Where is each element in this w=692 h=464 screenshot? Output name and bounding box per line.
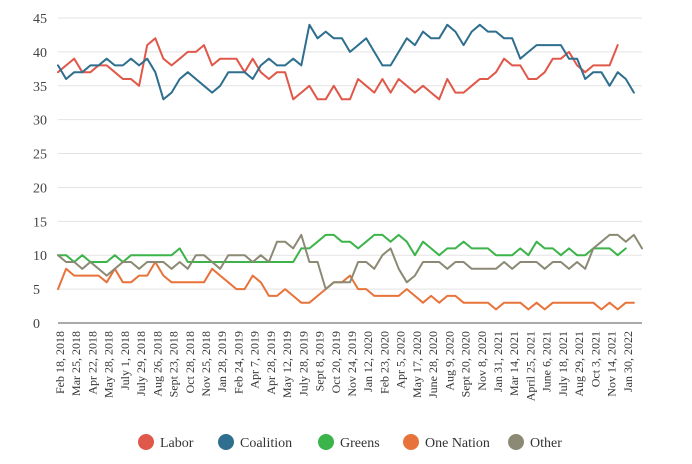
series-lines <box>57 23 643 311</box>
x-tick-label: Nov 24, 2019 <box>345 331 359 397</box>
series-line-labor <box>57 37 619 101</box>
y-tick-label: 40 <box>33 46 47 61</box>
legend-label: Other <box>530 436 562 451</box>
legend-swatch <box>403 434 419 450</box>
x-tick-label: Jan 28, 2019 <box>215 331 229 392</box>
y-tick-label: 5 <box>33 283 40 298</box>
x-tick-label: Feb 18, 2018 <box>53 331 67 394</box>
x-tick-label: July 18, 2021 <box>556 331 570 396</box>
x-tick-label: Nov 14, 2021 <box>605 331 619 397</box>
x-tick-label: Nov 25, 2018 <box>199 331 213 397</box>
legend-label: Labor <box>160 436 194 451</box>
y-axis-ticks: 0 5 10 15 20 25 30 35 40 45 <box>33 12 47 332</box>
x-tick-label: July 29, 2018 <box>134 331 148 396</box>
legend-swatch <box>318 434 334 450</box>
legend: Labor Coalition Greens One Nation Other <box>138 434 562 451</box>
legend-label: Coalition <box>240 436 292 451</box>
x-tick-label: May 28, 2018 <box>102 331 116 398</box>
x-tick-label: June 6, 2021 <box>540 331 554 392</box>
x-tick-label: Aug 29, 2021 <box>572 331 586 397</box>
x-tick-label: June 28, 2020 <box>426 331 440 398</box>
x-tick-label: Jan 31, 2021 <box>491 331 505 392</box>
x-tick-label: May 12, 2019 <box>280 331 294 398</box>
y-tick-label: 30 <box>33 114 47 129</box>
x-tick-label: Nov 8, 2020 <box>475 331 489 391</box>
y-tick-label: 45 <box>33 12 47 27</box>
legend-label: Greens <box>340 436 380 451</box>
series-line-coalition <box>57 23 635 101</box>
x-tick-label: Apr 22, 2018 <box>85 331 99 395</box>
x-tick-label: Oct 20, 2019 <box>329 331 343 393</box>
x-axis-ticks: Feb 18, 2018 Mar 25, 2018 Apr 22, 2018 May … <box>53 331 635 401</box>
x-tick-label: Sept 20, 2020 <box>459 331 473 397</box>
x-tick-label: Jan 30, 2022 <box>621 331 635 392</box>
x-tick-label: Apr 7, 2019 <box>248 331 262 389</box>
y-tick-label: 25 <box>33 148 47 163</box>
series-line-greens <box>57 233 627 263</box>
y-tick-label: 0 <box>33 317 40 332</box>
x-tick-label: Oct 28, 2018 <box>183 331 197 393</box>
x-tick-label: Mar 14, 2021 <box>507 331 521 396</box>
x-tick-label: Aug 26, 2018 <box>150 331 164 397</box>
x-tick-label: Feb 23, 2020 <box>377 331 391 394</box>
x-tick-label: Aug 9, 2020 <box>442 331 456 391</box>
x-tick-label: Apr 5, 2020 <box>394 331 408 389</box>
x-tick-label: Jan 12, 2020 <box>361 331 375 392</box>
legend-swatch <box>508 434 524 450</box>
x-tick-label: April 25, 2021 <box>523 331 537 401</box>
x-tick-label: Apr 28, 2019 <box>264 331 278 395</box>
x-tick-label: May 17, 2020 <box>410 331 424 398</box>
y-tick-label: 20 <box>33 181 47 196</box>
x-tick-label: July 1, 2018 <box>118 331 132 390</box>
x-tick-label: Feb 24, 2019 <box>231 331 245 394</box>
series-line-other <box>57 233 643 291</box>
x-tick-label: July 28, 2019 <box>296 331 310 396</box>
x-tick-label: Oct 3, 2021 <box>588 331 602 387</box>
legend-swatch <box>218 434 234 450</box>
y-tick-label: 10 <box>33 249 47 264</box>
x-tick-label: Sept 23, 2018 <box>167 331 181 397</box>
legend-label: One Nation <box>425 436 490 451</box>
legend-swatch <box>138 434 154 450</box>
x-tick-label: Sept 8, 2019 <box>313 331 327 391</box>
x-tick-label: Mar 25, 2018 <box>69 331 83 396</box>
series-line-one-nation <box>57 261 635 311</box>
y-tick-label: 35 <box>33 80 47 95</box>
y-tick-label: 15 <box>33 215 47 230</box>
